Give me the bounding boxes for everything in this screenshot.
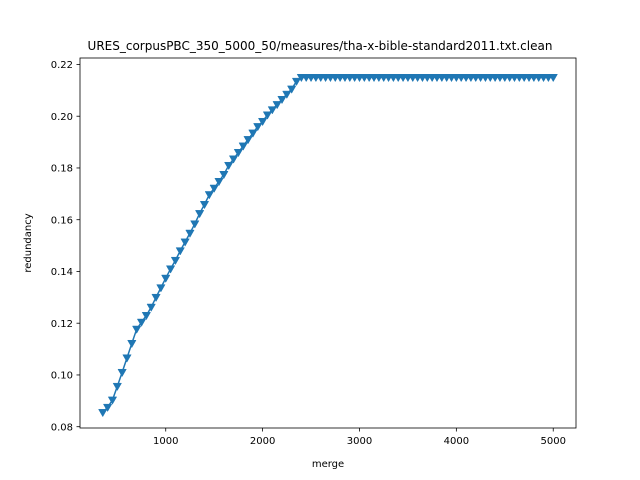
data-point-marker	[228, 155, 239, 164]
data-point-marker	[291, 77, 302, 86]
data-point-marker	[214, 178, 224, 187]
data-point-marker	[238, 142, 248, 151]
data-point-marker	[253, 123, 263, 132]
x-tick-label: 5000	[541, 436, 566, 447]
y-tick-label: 0.16	[51, 215, 73, 226]
data-point-marker	[180, 238, 190, 247]
data-point-marker	[262, 111, 273, 120]
data-point-marker	[287, 85, 297, 94]
y-tick-label: 0.22	[51, 60, 73, 71]
plot-area	[98, 74, 558, 418]
y-tick-label: 0.20	[51, 112, 73, 123]
data-point-marker	[185, 229, 195, 238]
data-point-marker	[98, 409, 108, 418]
data-point-marker	[102, 403, 113, 413]
data-point-marker	[199, 201, 210, 210]
x-tick-label: 4000	[444, 436, 469, 447]
data-point-marker	[209, 184, 219, 193]
data-point-marker	[277, 95, 287, 105]
data-point-marker	[127, 339, 137, 349]
data-point-marker	[195, 210, 205, 219]
data-point-marker	[107, 396, 118, 405]
data-point-marker	[224, 161, 234, 171]
x-tick-label: 2000	[250, 436, 275, 447]
data-point-marker	[272, 101, 282, 110]
data-point-marker	[132, 325, 142, 334]
data-point-marker	[248, 129, 258, 138]
data-point-marker	[190, 220, 200, 229]
data-point-marker	[136, 318, 147, 327]
axes-frame	[79, 57, 577, 429]
data-point-marker	[141, 312, 151, 321]
data-point-marker	[233, 149, 244, 158]
y-tick-label: 0.12	[51, 319, 73, 330]
data-point-marker	[117, 368, 127, 378]
y-tick-label: 0.14	[51, 267, 73, 278]
data-point-marker	[243, 136, 253, 145]
x-tick-label: 1000	[153, 436, 178, 447]
data-point-marker	[156, 284, 166, 293]
data-point-marker	[267, 106, 277, 115]
chart-title: URES_corpusPBC_350_5000_50/measures/tha-…	[88, 39, 553, 53]
x-tick-label: 3000	[347, 436, 372, 447]
data-point-marker	[548, 74, 558, 83]
data-point-marker	[219, 171, 229, 180]
data-point-marker	[146, 303, 156, 312]
data-point-marker	[170, 256, 181, 266]
x-axis: 1000 2000 3000 4000 5000	[153, 428, 566, 447]
data-point-marker	[165, 265, 176, 274]
data-point-marker	[151, 293, 161, 303]
y-axis: 0.08 0.10 0.12 0.14 0.16 0.18 0.20 0.22	[51, 60, 80, 433]
x-axis-label: merge	[312, 459, 344, 470]
y-tick-label: 0.10	[51, 371, 73, 382]
data-point-marker	[161, 274, 171, 283]
data-point-marker	[175, 247, 185, 256]
y-tick-label: 0.08	[51, 422, 73, 433]
data-point-marker	[204, 191, 214, 200]
data-point-marker	[257, 117, 268, 127]
data-point-marker	[122, 354, 132, 363]
data-point-marker	[282, 90, 292, 99]
y-axis-label: redundancy	[23, 213, 34, 272]
y-tick-label: 0.18	[51, 164, 73, 175]
data-point-marker	[112, 382, 122, 392]
